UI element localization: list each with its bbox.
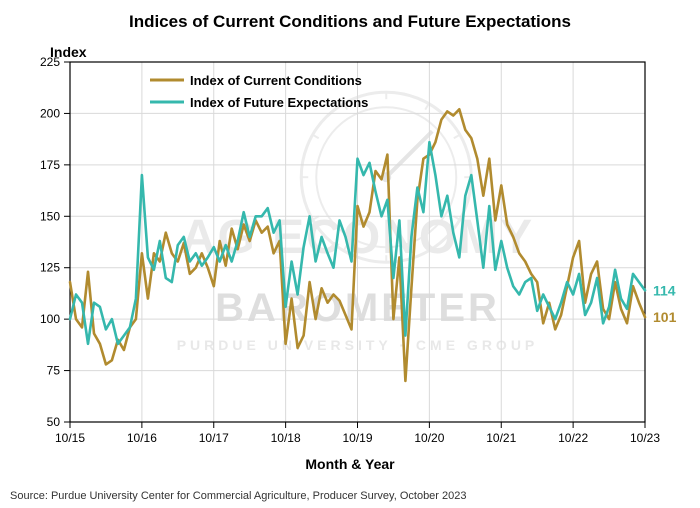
legend-label: Index of Current Conditions bbox=[190, 73, 362, 88]
chart-svg: AG ECONOMYBAROMETERPURDUE UNIVERSITY · C… bbox=[0, 0, 700, 508]
y-tick-label: 150 bbox=[40, 209, 60, 223]
x-axis-title: Month & Year bbox=[0, 456, 700, 472]
y-tick-label: 75 bbox=[47, 364, 61, 378]
series-future-end-label: 114 bbox=[653, 282, 676, 298]
y-tick-label: 50 bbox=[47, 415, 61, 429]
series-current-end-label: 101 bbox=[653, 309, 677, 325]
x-tick-label: 10/18 bbox=[271, 431, 301, 445]
x-tick-label: 10/19 bbox=[342, 431, 372, 445]
y-tick-label: 125 bbox=[40, 261, 60, 275]
legend-label: Index of Future Expectations bbox=[190, 95, 368, 110]
source-text: Source: Purdue University Center for Com… bbox=[10, 490, 467, 502]
x-tick-label: 10/21 bbox=[486, 431, 516, 445]
y-tick-label: 200 bbox=[40, 106, 60, 120]
x-tick-label: 10/17 bbox=[199, 431, 229, 445]
y-tick-label: 225 bbox=[40, 55, 60, 69]
x-tick-label: 10/23 bbox=[630, 431, 660, 445]
x-tick-label: 10/15 bbox=[55, 431, 85, 445]
chart-container: Indices of Current Conditions and Future… bbox=[0, 0, 700, 508]
x-tick-label: 10/16 bbox=[127, 431, 157, 445]
y-tick-label: 100 bbox=[40, 312, 60, 326]
x-tick-label: 10/20 bbox=[414, 431, 444, 445]
x-tick-label: 10/22 bbox=[558, 431, 588, 445]
y-tick-label: 175 bbox=[40, 158, 60, 172]
